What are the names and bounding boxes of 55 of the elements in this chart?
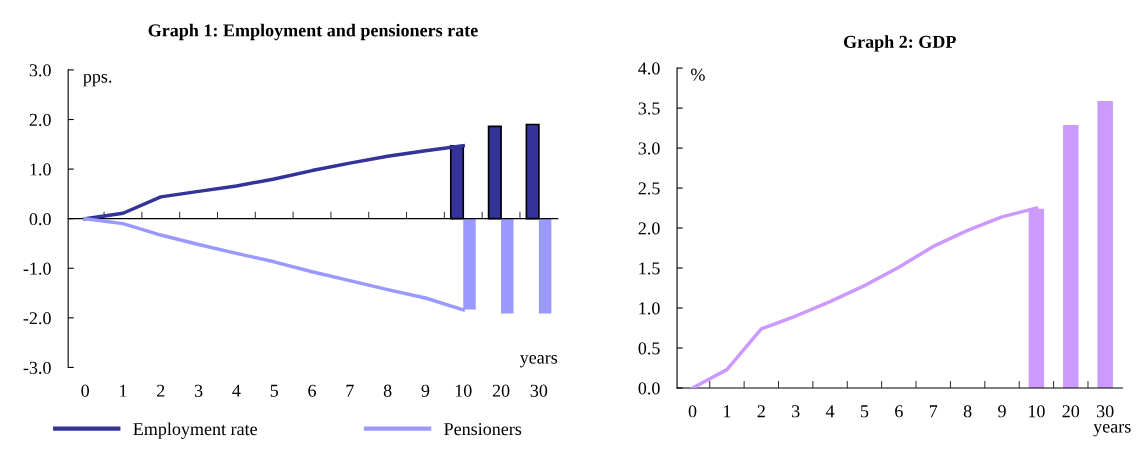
x-tick-label: 6 xyxy=(308,384,316,397)
x-tick-label: 2 xyxy=(157,384,165,397)
bar xyxy=(1063,124,1079,388)
x-tick-label: 10 xyxy=(455,384,472,397)
x-tick-label: 30 xyxy=(1097,405,1114,418)
y-tick-label: 3.0 xyxy=(29,64,51,77)
bar xyxy=(1097,100,1113,388)
y-axis-title: pps. xyxy=(83,73,112,87)
legend-label: Pensioners xyxy=(444,423,522,436)
x-tick-label: 3 xyxy=(194,384,203,397)
x-tick-label: 3 xyxy=(792,405,800,418)
x-tick-label: 8 xyxy=(963,405,972,418)
x-tick-label: 7 xyxy=(929,405,938,418)
y-tick-label: 0.0 xyxy=(638,382,660,395)
x-tick-label: 0 xyxy=(688,405,697,418)
y-tick-label: 1.0 xyxy=(30,163,51,176)
y-axis-title: % xyxy=(691,68,705,81)
x-tick-label: 9 xyxy=(998,405,1006,418)
x-tick-label: 4 xyxy=(232,384,241,397)
y-tick-label: 3.0 xyxy=(638,142,660,155)
legend-label: Employment rate xyxy=(133,422,257,439)
x-tick-label: 5 xyxy=(270,384,279,397)
x-tick-label: 20 xyxy=(492,384,510,397)
x-tick-label: 9 xyxy=(421,384,430,397)
y-tick-label: 1.0 xyxy=(639,302,660,315)
y-tick-label: 2.0 xyxy=(638,222,660,235)
x-tick-label: 30 xyxy=(530,384,548,397)
x-tick-label: 20 xyxy=(1062,405,1080,418)
bar xyxy=(538,218,552,314)
y-tick-label: -2.0 xyxy=(23,312,51,325)
x-tick-label: 1 xyxy=(120,384,127,397)
x-axis-title: years xyxy=(1093,423,1131,437)
y-tick-label: -3.0 xyxy=(23,361,51,374)
y-tick-label: 0.0 xyxy=(29,212,51,226)
bar xyxy=(501,218,514,314)
y-tick-label: 2.0 xyxy=(29,113,51,127)
y-tick-label: -1.0 xyxy=(23,262,51,275)
x-tick-label: 7 xyxy=(346,384,354,397)
x-tick-label: 0 xyxy=(81,384,89,397)
x-tick-label: 1 xyxy=(723,405,731,418)
line-series xyxy=(83,144,465,221)
chart-title: Graph 2: GDP xyxy=(843,35,956,52)
x-axis-title: years xyxy=(519,355,558,368)
chart-title: Graph 1: Employment and pensioners rate xyxy=(148,23,478,41)
x-tick-label: 2 xyxy=(757,405,765,418)
y-tick-label: 3.5 xyxy=(638,102,660,115)
y-tick-label: 1.5 xyxy=(639,262,660,275)
x-tick-label: 6 xyxy=(895,405,903,418)
x-tick-label: 5 xyxy=(861,405,869,418)
y-tick-label: 4.0 xyxy=(638,62,660,75)
x-tick-label: 8 xyxy=(383,384,392,397)
x-tick-label: 4 xyxy=(825,405,835,418)
y-tick-label: 2.5 xyxy=(638,182,660,195)
y-tick-label: 0.5 xyxy=(638,342,660,355)
x-tick-label: 10 xyxy=(1028,405,1045,418)
